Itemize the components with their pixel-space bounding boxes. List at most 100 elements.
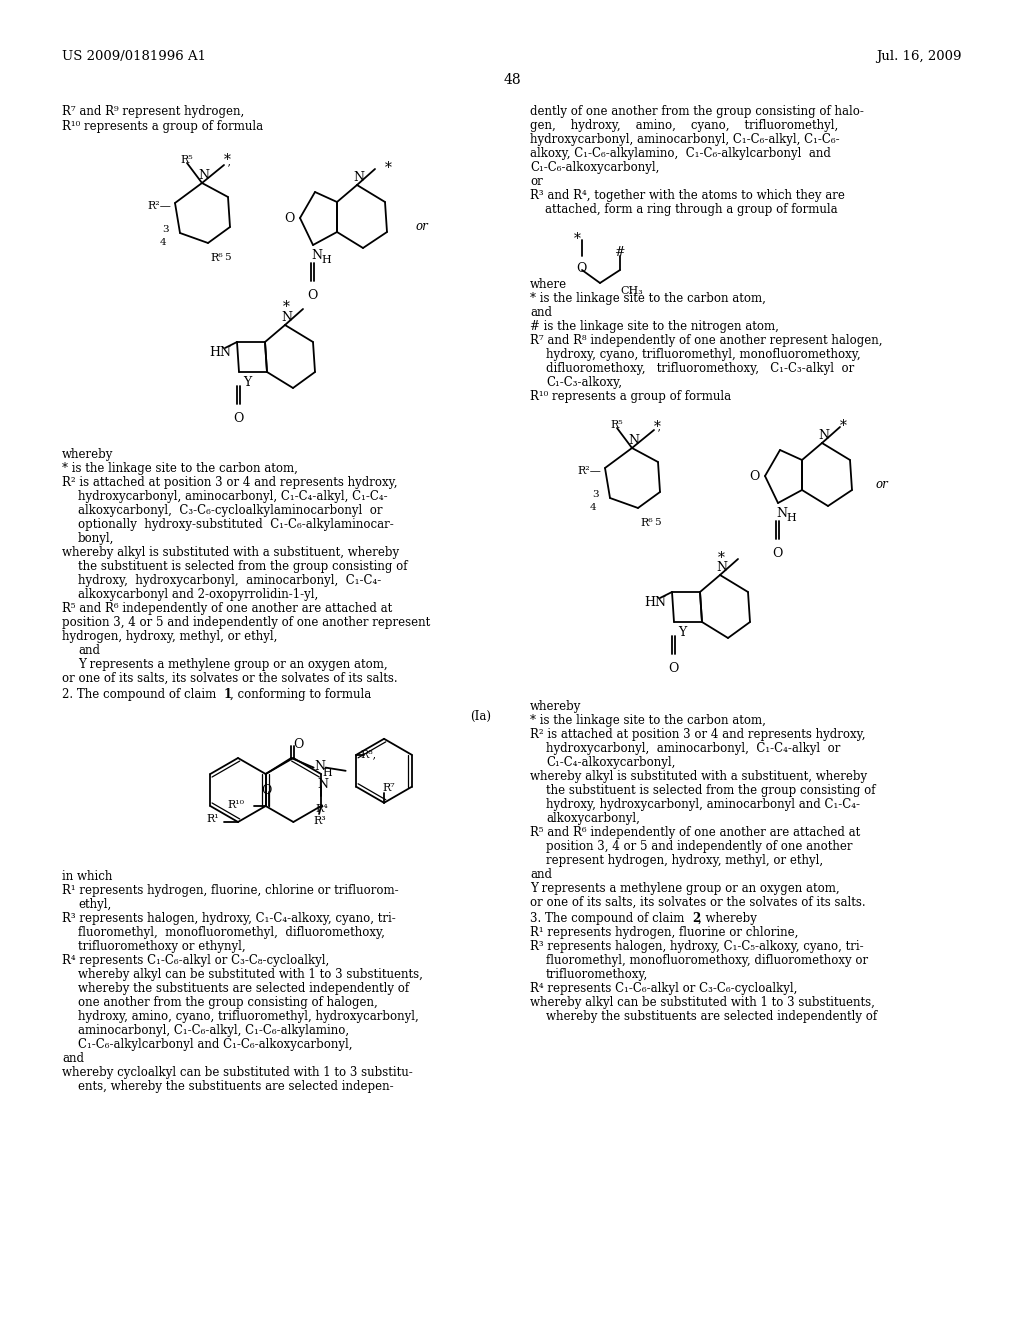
Text: 2: 2 — [692, 912, 700, 925]
Text: hydroxy, hydroxycarbonyl, aminocarbonyl and C₁-C₄-: hydroxy, hydroxycarbonyl, aminocarbonyl … — [546, 799, 860, 810]
Text: fluoromethyl,  monofluoromethyl,  difluoromethoxy,: fluoromethyl, monofluoromethyl, difluoro… — [78, 927, 385, 939]
Text: R¹ represents hydrogen, fluorine, chlorine or trifluorom-: R¹ represents hydrogen, fluorine, chlori… — [62, 884, 398, 898]
Text: * is the linkage site to the carbon atom,: * is the linkage site to the carbon atom… — [62, 462, 298, 475]
Text: N: N — [776, 507, 787, 520]
Text: 2. The compound of claim: 2. The compound of claim — [62, 688, 220, 701]
Text: N: N — [628, 434, 639, 447]
Text: and: and — [78, 644, 100, 657]
Text: *: * — [385, 161, 392, 176]
Text: O: O — [575, 261, 587, 275]
Text: whereby alkyl is substituted with a substituent, whereby: whereby alkyl is substituted with a subs… — [530, 770, 867, 783]
Text: position 3, 4 or 5 and independently of one another represent: position 3, 4 or 5 and independently of … — [62, 616, 430, 630]
Text: C₁-C₆-alkoxycarbonyl,: C₁-C₆-alkoxycarbonyl, — [530, 161, 659, 174]
Text: O: O — [293, 738, 304, 751]
Text: optionally  hydroxy-substituted  C₁-C₆-alkylaminocar-: optionally hydroxy-substituted C₁-C₆-alk… — [78, 517, 394, 531]
Text: * is the linkage site to the carbon atom,: * is the linkage site to the carbon atom… — [530, 714, 766, 727]
Text: difluoromethoxy,   trifluoromethoxy,   C₁-C₃-alkyl  or: difluoromethoxy, trifluoromethoxy, C₁-C₃… — [546, 362, 854, 375]
Text: one another from the group consisting of halogen,: one another from the group consisting of… — [78, 997, 378, 1008]
Text: R³ represents halogen, hydroxy, C₁-C₄-alkoxy, cyano, tri-: R³ represents halogen, hydroxy, C₁-C₄-al… — [62, 912, 395, 925]
Text: bonyl,: bonyl, — [78, 532, 115, 545]
Text: N: N — [314, 759, 326, 772]
Text: R² is attached at position 3 or 4 and represents hydroxy,: R² is attached at position 3 or 4 and re… — [62, 477, 397, 488]
Text: the substituent is selected from the group consisting of: the substituent is selected from the gro… — [546, 784, 876, 797]
Text: whereby alkyl can be substituted with 1 to 3 substituents,: whereby alkyl can be substituted with 1 … — [530, 997, 874, 1008]
Text: alkoxycarbonyl and 2-oxopyrrolidin-1-yl,: alkoxycarbonyl and 2-oxopyrrolidin-1-yl, — [78, 587, 318, 601]
Text: R⁵: R⁵ — [180, 154, 193, 165]
Text: H: H — [786, 513, 796, 523]
Text: (Ia): (Ia) — [470, 710, 490, 723]
Text: C₁-C₆-alkylcarbonyl and C₁-C₆-alkoxycarbonyl,: C₁-C₆-alkylcarbonyl and C₁-C₆-alkoxycarb… — [78, 1038, 352, 1051]
Text: alkoxy, C₁-C₆-alkylamino,  C₁-C₆-alkylcarbonyl  and: alkoxy, C₁-C₆-alkylamino, C₁-C₆-alkylcar… — [530, 147, 830, 160]
Text: 5: 5 — [654, 517, 660, 527]
Text: # is the linkage site to the nitrogen atom,: # is the linkage site to the nitrogen at… — [530, 319, 779, 333]
Text: O: O — [749, 470, 760, 483]
Text: hydroxycarbonyl,  aminocarbonyl,  C₁-C₄-alkyl  or: hydroxycarbonyl, aminocarbonyl, C₁-C₄-al… — [546, 742, 841, 755]
Text: trifluoromethoxy,: trifluoromethoxy, — [546, 968, 648, 981]
Text: ʼ: ʼ — [657, 428, 660, 438]
Text: ʼ: ʼ — [227, 162, 230, 173]
Text: R³ represents halogen, hydroxy, C₁-C₅-alkoxy, cyano, tri-: R³ represents halogen, hydroxy, C₁-C₅-al… — [530, 940, 863, 953]
Text: N: N — [317, 777, 328, 791]
Text: R³: R³ — [313, 816, 326, 826]
Text: whereby the substituents are selected independently of: whereby the substituents are selected in… — [546, 1010, 878, 1023]
Text: R³ and R⁴, together with the atoms to which they are: R³ and R⁴, together with the atoms to wh… — [530, 189, 845, 202]
Text: Y represents a methylene group or an oxygen atom,: Y represents a methylene group or an oxy… — [530, 882, 840, 895]
Text: R⁵ and R⁶ independently of one another are attached at: R⁵ and R⁶ independently of one another a… — [530, 826, 860, 840]
Text: whereby the substituents are selected independently of: whereby the substituents are selected in… — [78, 982, 410, 995]
Text: O: O — [772, 546, 782, 560]
Text: R⁴: R⁴ — [315, 804, 328, 814]
Text: and: and — [530, 869, 552, 880]
Text: R⁵: R⁵ — [610, 420, 623, 430]
Text: 48: 48 — [503, 73, 521, 87]
Text: 3: 3 — [592, 490, 599, 499]
Text: C₁-C₃-alkoxy,: C₁-C₃-alkoxy, — [546, 376, 622, 389]
Text: represent hydrogen, hydroxy, methyl, or ethyl,: represent hydrogen, hydroxy, methyl, or … — [546, 854, 823, 867]
Text: Y: Y — [243, 376, 251, 389]
Text: R² is attached at position 3 or 4 and represents hydroxy,: R² is attached at position 3 or 4 and re… — [530, 729, 865, 741]
Text: whereby cycloalkyl can be substituted with 1 to 3 substitu-: whereby cycloalkyl can be substituted wi… — [62, 1067, 413, 1078]
Text: the substituent is selected from the group consisting of: the substituent is selected from the gro… — [78, 560, 408, 573]
Text: R⁴ represents C₁-C₆-alkyl or C₃-C₈-cycloalkyl,: R⁴ represents C₁-C₆-alkyl or C₃-C₈-cyclo… — [62, 954, 330, 968]
Text: 3: 3 — [162, 224, 169, 234]
Text: 4: 4 — [160, 238, 167, 247]
Text: R⁷ and R⁸ independently of one another represent halogen,: R⁷ and R⁸ independently of one another r… — [530, 334, 883, 347]
Text: *: * — [283, 300, 290, 314]
Text: trifluoromethoxy or ethynyl,: trifluoromethoxy or ethynyl, — [78, 940, 246, 953]
Text: #: # — [614, 246, 625, 259]
Text: *: * — [574, 232, 581, 246]
Text: in which: in which — [62, 870, 113, 883]
Text: Y: Y — [678, 626, 686, 639]
Text: R²—: R²— — [577, 466, 601, 477]
Text: alkoxycarbonyl,  C₃-C₆-cycloalkylaminocarbonyl  or: alkoxycarbonyl, C₃-C₆-cycloalkylaminocar… — [78, 504, 383, 517]
Text: R⁶: R⁶ — [210, 253, 223, 263]
Text: *: * — [654, 420, 660, 434]
Text: CH₃: CH₃ — [620, 286, 643, 296]
Text: 5: 5 — [224, 253, 230, 261]
Text: whereby alkyl can be substituted with 1 to 3 substituents,: whereby alkyl can be substituted with 1 … — [78, 968, 423, 981]
Text: 1: 1 — [224, 688, 232, 701]
Text: O: O — [307, 289, 317, 302]
Text: ents, whereby the substituents are selected indepen-: ents, whereby the substituents are selec… — [78, 1080, 393, 1093]
Text: aminocarbonyl, C₁-C₆-alkyl, C₁-C₆-alkylamino,: aminocarbonyl, C₁-C₆-alkyl, C₁-C₆-alkyla… — [78, 1024, 349, 1038]
Text: , whereby: , whereby — [698, 912, 757, 925]
Text: hydroxycarbonyl, aminocarbonyl, C₁-C₄-alkyl, C₁-C₄-: hydroxycarbonyl, aminocarbonyl, C₁-C₄-al… — [78, 490, 388, 503]
Text: ethyl,: ethyl, — [78, 898, 112, 911]
Text: whereby: whereby — [62, 447, 114, 461]
Text: N: N — [311, 249, 322, 261]
Text: C₁-C₄-alkoxycarbonyl,: C₁-C₄-alkoxycarbonyl, — [546, 756, 676, 770]
Text: N: N — [716, 561, 727, 574]
Text: H: H — [321, 255, 331, 265]
Text: N: N — [281, 312, 292, 323]
Text: *: * — [224, 153, 230, 168]
Text: or one of its salts, its solvates or the solvates of its salts.: or one of its salts, its solvates or the… — [530, 896, 865, 909]
Text: Y represents a methylene group or an oxygen atom,: Y represents a methylene group or an oxy… — [78, 657, 388, 671]
Text: N: N — [353, 172, 364, 183]
Text: *: * — [718, 550, 725, 565]
Text: H: H — [323, 768, 333, 777]
Text: or: or — [530, 176, 543, 187]
Text: or: or — [874, 478, 888, 491]
Text: position 3, 4 or 5 and independently of one another: position 3, 4 or 5 and independently of … — [546, 840, 853, 853]
Text: hydroxycarbonyl, aminocarbonyl, C₁-C₆-alkyl, C₁-C₆-: hydroxycarbonyl, aminocarbonyl, C₁-C₆-al… — [530, 133, 840, 147]
Text: * is the linkage site to the carbon atom,: * is the linkage site to the carbon atom… — [530, 292, 766, 305]
Text: R⁷ and R⁹ represent hydrogen,: R⁷ and R⁹ represent hydrogen, — [62, 106, 245, 117]
